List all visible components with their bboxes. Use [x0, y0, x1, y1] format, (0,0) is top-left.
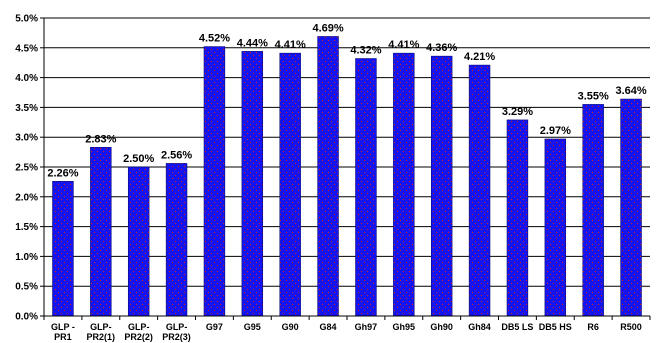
bar-data-label: 4.44%: [237, 37, 268, 49]
y-tick-label: 3.5%: [15, 103, 38, 114]
y-tick-label: 2.0%: [15, 192, 38, 203]
x-category-label: GLP -: [51, 322, 75, 332]
x-category-label: GLP-: [166, 322, 188, 332]
bar-data-label: 4.21%: [464, 51, 495, 63]
x-category-label: G84: [320, 322, 337, 332]
bar-data-label: 3.29%: [502, 106, 533, 118]
bar-data-label: 4.41%: [275, 39, 306, 51]
bar-data-label: 2.97%: [540, 125, 571, 137]
y-tick-label: 0.5%: [15, 282, 38, 293]
x-category-label: DB5 HS: [539, 322, 572, 332]
x-category-label: Gh95: [393, 322, 416, 332]
x-category-label: G95: [244, 322, 261, 332]
y-tick-label: 0.0%: [15, 312, 38, 323]
x-category-label: GLP-: [90, 322, 112, 332]
axes: [40, 17, 651, 320]
bar-data-label: 4.36%: [426, 42, 457, 54]
x-category-label: R6: [587, 322, 599, 332]
bar: [317, 36, 339, 317]
x-category-label: GLP-: [128, 322, 150, 332]
y-axis-tick-labels: 0.0% 0.5% 1.0% 1.5% 2.0% 2.5% 3.0% 3.5% 4.0% 4.5%…: [15, 14, 38, 323]
y-tick-label: 4.5%: [15, 43, 38, 54]
bar: [582, 104, 604, 317]
bar-data-label: 2.50%: [123, 153, 154, 165]
x-category-label: PR2(2): [124, 332, 153, 342]
x-category-label: G90: [282, 322, 299, 332]
x-category-label: G97: [206, 322, 223, 332]
bar-data-label: 3.64%: [615, 85, 646, 97]
x-category-label: Gh90: [430, 322, 453, 332]
y-tick-label: 1.5%: [15, 222, 38, 233]
bar: [279, 52, 301, 317]
bar-data-label: 2.56%: [161, 149, 192, 161]
bar: [355, 58, 377, 317]
bar: [127, 166, 150, 317]
bar-data-label: 4.32%: [350, 45, 381, 57]
x-category-label: R500: [620, 322, 642, 332]
x-category-label: PR2(1): [87, 332, 116, 342]
bars: [52, 36, 642, 317]
y-tick-label: 5.0%: [15, 14, 38, 25]
bar: [430, 55, 453, 317]
x-category-label: PR2(3): [162, 332, 191, 342]
bar: [203, 46, 226, 317]
y-tick-label: 1.0%: [15, 252, 38, 263]
bar-data-label: 2.83%: [85, 133, 116, 145]
bar: [90, 147, 112, 317]
bar: [165, 163, 188, 317]
y-tick-label: 4.0%: [15, 73, 38, 84]
x-category-label: PR1: [54, 332, 72, 342]
bar: [468, 64, 491, 317]
x-category-label: Gh84: [468, 322, 491, 332]
bar-data-label: 4.52%: [199, 33, 230, 45]
bar: [620, 98, 642, 317]
bar: [52, 181, 74, 317]
bar: [544, 138, 567, 317]
bar-data-label: 4.69%: [312, 22, 343, 34]
bar: [506, 119, 529, 317]
bar-data-label: 3.55%: [578, 90, 609, 102]
y-tick-label: 2.5%: [15, 163, 38, 174]
data-labels: 2.26% 2.83% 2.50% 2.56% 4.52% 4.44% 4.41% 4.69%…: [47, 22, 647, 179]
bar: [393, 52, 415, 317]
x-category-label: DB5 LS: [501, 322, 533, 332]
bar-data-label: 2.26%: [47, 167, 78, 179]
bar: [241, 51, 264, 317]
y-tick-label: 3.0%: [15, 133, 38, 144]
x-category-label: Gh97: [355, 322, 378, 332]
x-axis-category-labels: GLP -PR1GLP-PR2(1)GLP-PR2(2)GLP-PR2(3)G9…: [51, 322, 642, 342]
bar-data-label: 4.41%: [388, 39, 419, 51]
